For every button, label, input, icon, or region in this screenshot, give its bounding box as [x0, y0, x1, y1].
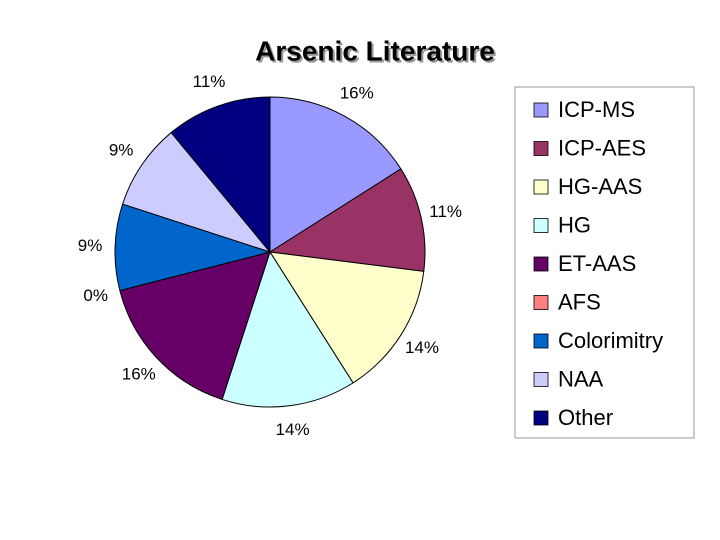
- pie-slice: [119, 251, 271, 401]
- data-label: 14%: [405, 338, 439, 357]
- data-label: 16%: [122, 365, 156, 384]
- pie-slice: [114, 203, 272, 292]
- legend-swatch: [533, 295, 549, 310]
- legend-swatch: [533, 372, 549, 387]
- legend-swatch: [533, 256, 549, 272]
- legend-label: ICP-MS: [558, 97, 635, 122]
- chart-title-shadow: Arsenic Literature: [257, 37, 497, 68]
- legend-swatch: [533, 218, 549, 233]
- legend-swatch: [533, 410, 549, 426]
- legend-label: ICP-AES: [558, 135, 646, 160]
- legend-label: ET-AAS: [558, 251, 636, 276]
- pie-slice: [269, 96, 402, 253]
- legend-label: NAA: [558, 366, 604, 391]
- legend-label: Other: [558, 405, 613, 430]
- legend-swatch: [533, 333, 549, 349]
- legend-swatch: [533, 102, 549, 118]
- pie-slice: [121, 131, 272, 254]
- data-label: 16%: [340, 84, 374, 103]
- pie-slice: [170, 96, 271, 254]
- legend-label: HG-AAS: [558, 174, 642, 199]
- data-label: 0%: [83, 286, 108, 305]
- pie-slice: [269, 251, 425, 384]
- chart-title: Arsenic Literature: [255, 35, 495, 66]
- data-label: 9%: [78, 236, 103, 255]
- data-label: 11%: [429, 202, 462, 221]
- legend-label: Colorimitry: [558, 328, 663, 353]
- pie-slice: [268, 168, 426, 272]
- pie-slice: [221, 250, 354, 408]
- legend-swatch: [533, 141, 549, 156]
- data-label: 14%: [276, 420, 310, 439]
- legend-label: AFS: [558, 289, 601, 314]
- data-label: 11%: [193, 72, 226, 91]
- legend-label: HG: [558, 212, 591, 237]
- data-label: 9%: [109, 140, 134, 159]
- legend-swatch: [533, 179, 549, 195]
